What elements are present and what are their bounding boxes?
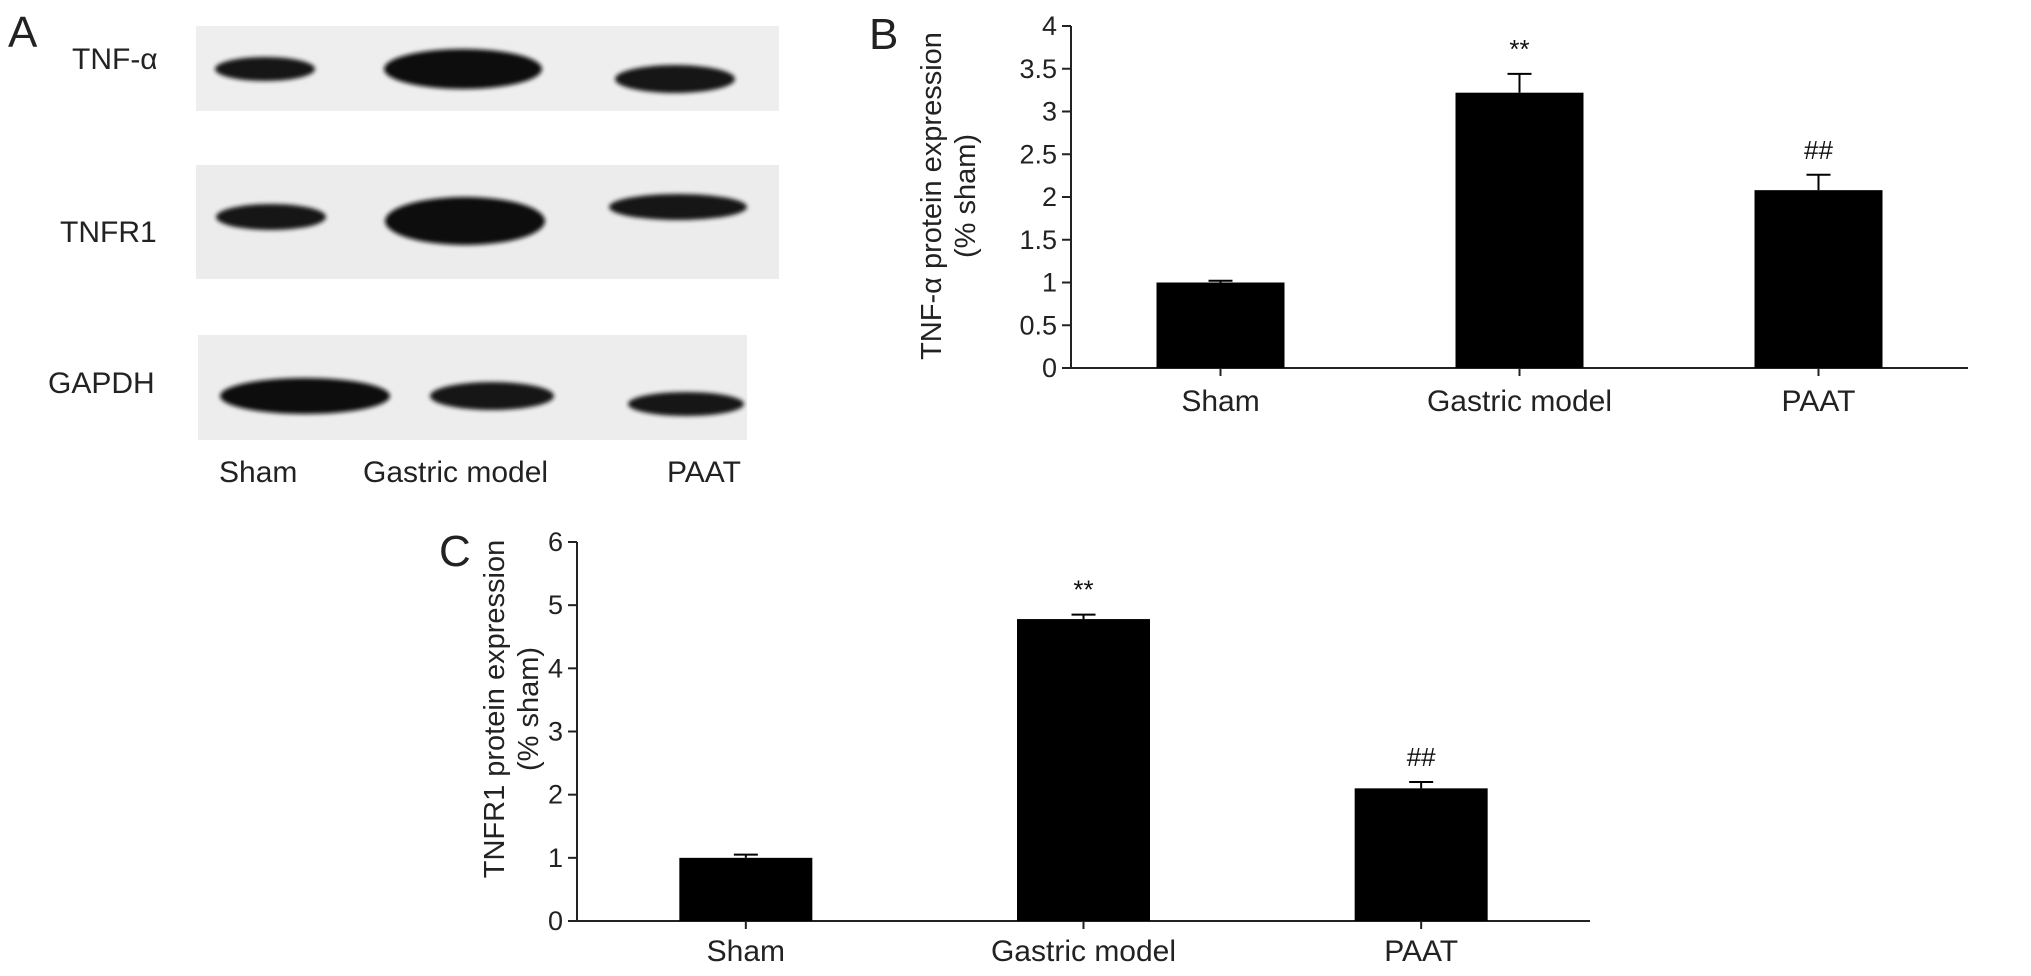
panel-letter-b: B: [869, 10, 898, 59]
band-gapdh-paat: [628, 392, 744, 416]
b-y-tick-label: 0.5: [1019, 310, 1057, 340]
b-y-tick-label: 3: [1042, 97, 1057, 127]
c-significance-1: **: [1073, 575, 1093, 605]
band-tnf-alpha-sham: [215, 57, 315, 81]
b-category-label-2: PAAT: [1782, 385, 1856, 418]
b-ylabel-line-2: (% sham): [950, 134, 982, 258]
bands-tnf-alpha: [215, 49, 735, 93]
c-y-tick-label: 0: [548, 906, 563, 936]
band-gapdh-sham: [220, 378, 390, 414]
band-tnf-alpha-gastric-model: [384, 49, 542, 89]
c-category-label-1: Gastric model: [991, 935, 1176, 968]
blot-lane-label-sham: Sham: [219, 456, 297, 489]
b-bar-2: [1754, 190, 1883, 368]
b-category-label-1: Gastric model: [1427, 385, 1612, 418]
blot-lane-label-paat: PAAT: [667, 456, 741, 489]
c-y-tick-label: 2: [548, 780, 563, 810]
band-tnfr1-sham: [216, 204, 326, 230]
blot-row-label-gapdh: GAPDH: [48, 367, 155, 400]
c-y-tick-label: 1: [548, 843, 563, 873]
b-category-label-0: Sham: [1181, 385, 1259, 418]
b-y-tick-label: 0: [1042, 353, 1057, 383]
blot-lane-label-gastric-model: Gastric model: [363, 456, 548, 489]
chart-c: 0 1 2 3 4 5 6 Sham ** Gastric model ## PAAT: [548, 527, 1590, 968]
b-y-tick-label: 1: [1042, 268, 1057, 298]
bands-tnfr1: [216, 194, 747, 245]
panel-a: A TNF-α TNFR1 GAPDH Sham Gastric mod: [8, 8, 779, 489]
blot-row-label-tnfr1: TNFR1: [60, 216, 157, 249]
c-y-tick-label: 4: [548, 653, 563, 683]
c-y-tick-label: 3: [548, 717, 563, 747]
b-significance-1: **: [1509, 34, 1529, 64]
b-significance-2: ##: [1804, 135, 1833, 165]
c-category-label-2: PAAT: [1384, 935, 1458, 968]
band-tnfr1-gastric-model: [385, 197, 545, 245]
c-y-tick-label: 6: [548, 527, 563, 557]
c-significance-2: ##: [1407, 742, 1436, 772]
b-bar-0: [1156, 282, 1285, 368]
c-ylabel-line-1: TNFR1 protein expression: [479, 540, 511, 878]
band-gapdh-gastric-model: [430, 382, 554, 410]
b-y-tick-label: 1.5: [1019, 225, 1057, 255]
b-y-tick-label: 2.5: [1019, 139, 1057, 169]
b-y-tick-label: 4: [1042, 11, 1057, 41]
blot-row-label-tnf-alpha: TNF-α: [72, 43, 158, 76]
panel-c: C TNFR1 protein expression (% sham) 0 1 2 3…: [439, 527, 1590, 968]
c-category-label-0: Sham: [707, 935, 785, 968]
b-ylabel-line-1: TNF-α protein expression: [916, 32, 948, 360]
b-y-tick-label: 3.5: [1019, 54, 1057, 84]
panel-letter-a: A: [8, 8, 38, 57]
b-bar-1: [1455, 92, 1584, 368]
b-y-tick-label: 2: [1042, 182, 1057, 212]
c-bar-0: [679, 857, 813, 921]
c-y-tick-label: 5: [548, 590, 563, 620]
c-ylabel-line-2: (% sham): [513, 647, 545, 771]
panel-letter-c: C: [439, 527, 471, 576]
band-tnf-alpha-paat: [615, 65, 735, 93]
c-bar-2: [1354, 788, 1488, 921]
c-bar-1: [1017, 619, 1150, 921]
panel-b: B TNF-α protein expression (% sham) 0 0.5…: [869, 10, 1968, 418]
chart-b: 0 0.5 1 1.5 2 2.5 3 3.5 4 Sham ** Gastric model ## PA…: [1019, 11, 1968, 418]
band-tnfr1-paat: [609, 194, 747, 220]
bands-gapdh: [220, 378, 744, 416]
